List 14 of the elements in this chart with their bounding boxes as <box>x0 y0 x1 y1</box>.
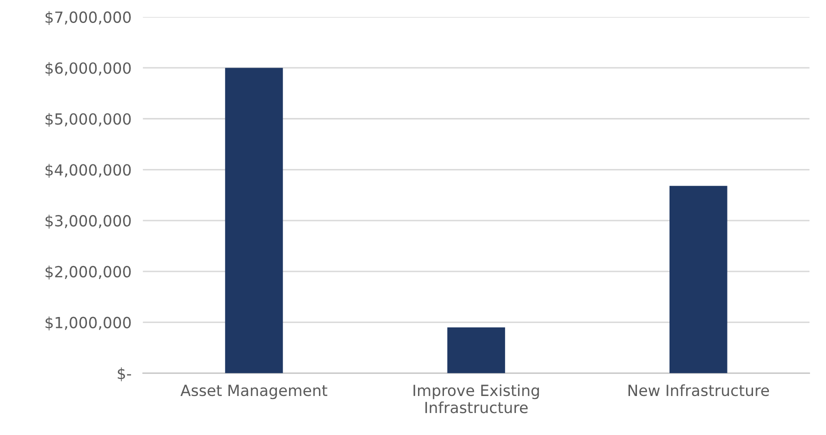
x-tick-label: Asset Management <box>180 384 328 400</box>
y-tick-label: $6,000,000 <box>46 62 131 76</box>
x-tick-label: New Infrastructure <box>628 384 769 396</box>
bar <box>447 327 506 374</box>
bar <box>225 68 283 374</box>
y-tick-label: $3,000,000 <box>46 214 131 229</box>
y-tick-label: $1,000,000 <box>46 316 131 330</box>
y-tick-label: $4,000,000 <box>46 164 131 178</box>
y-tick-label: $5,000,000 <box>46 112 131 127</box>
y-tick-label: $2,000,000 <box>46 266 131 280</box>
bar <box>670 186 728 374</box>
x-tick-label: Improve Existing Infrastructure <box>414 384 539 414</box>
y-tick-label: $7,000,000 <box>46 11 131 26</box>
y-tick-label: $- <box>118 367 132 382</box>
